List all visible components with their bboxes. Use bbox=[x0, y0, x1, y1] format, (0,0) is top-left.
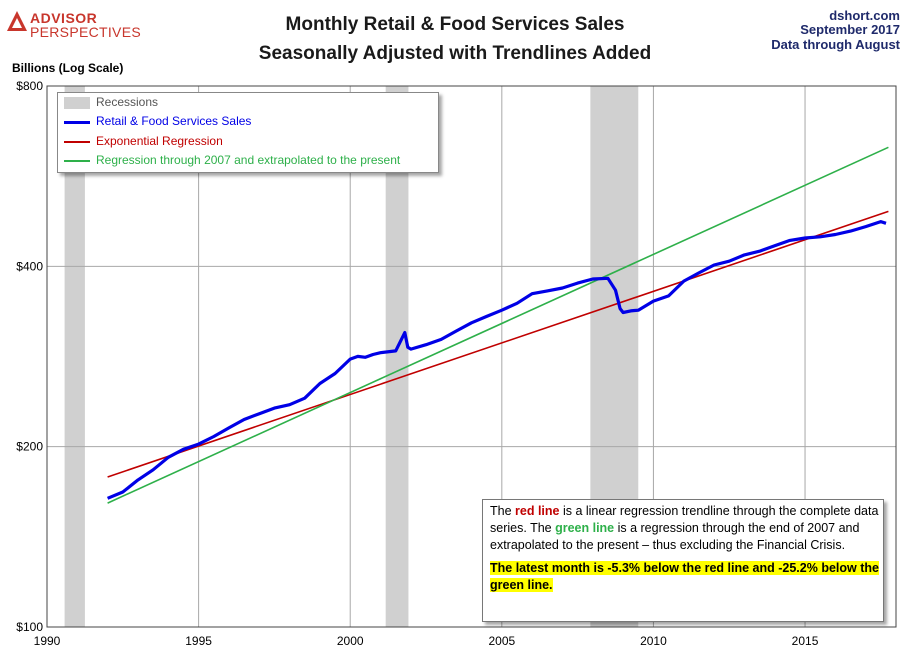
chart-title: Monthly Retail & Food Services Sales bbox=[285, 14, 625, 35]
source-note: Data through August bbox=[771, 37, 900, 52]
x-tick-label-2005: 2005 bbox=[488, 634, 515, 648]
legend-swatch-exponential bbox=[64, 141, 90, 143]
x-tick-label-2010: 2010 bbox=[640, 634, 667, 648]
note-highlight-wrap: The latest month is -5.3% below the red … bbox=[490, 560, 883, 594]
y-axis-label: Billions (Log Scale) bbox=[12, 61, 124, 75]
logo-text-perspectives: PERSPECTIVES bbox=[30, 24, 141, 40]
legend-label-recessions: Recessions bbox=[96, 95, 159, 109]
legend-swatch-regression-2007 bbox=[64, 160, 90, 162]
source-date: September 2017 bbox=[800, 22, 900, 37]
x-tick-label-1990: 1990 bbox=[34, 634, 61, 648]
source-site: dshort.com bbox=[829, 8, 900, 23]
logo-text-advisor: ADVISOR bbox=[30, 10, 98, 26]
series-line-sales bbox=[106, 220, 887, 500]
legend-swatch-recessions bbox=[64, 97, 90, 109]
y-tick-label-400: $400 bbox=[16, 259, 43, 273]
annotation-note: The red line is a linear regression tren… bbox=[482, 499, 884, 622]
x-tick-label-1995: 1995 bbox=[185, 634, 212, 648]
legend-label-sales: Retail & Food Services Sales bbox=[96, 114, 252, 128]
recession-band-1 bbox=[385, 86, 409, 627]
note-red-term: red line bbox=[515, 504, 560, 518]
legend-item-regression-2007: Regression through 2007 and extrapolated… bbox=[64, 152, 434, 170]
series-line-regression-2007 bbox=[107, 146, 889, 504]
note-part1: The bbox=[490, 504, 516, 518]
note-text: The red line is a linear regression tren… bbox=[490, 503, 883, 554]
legend-label-regression-2007: Regression through 2007 and extrapolated… bbox=[96, 153, 401, 167]
note-part2: is a linear regression trendline through… bbox=[490, 504, 879, 535]
legend-label-exponential: Exponential Regression bbox=[96, 134, 223, 148]
y-tick-label-100: $100 bbox=[16, 620, 43, 634]
note-green-term: green line bbox=[555, 521, 615, 535]
logo-mark-icon bbox=[7, 11, 27, 31]
series-line-exponential bbox=[107, 210, 889, 478]
x-tick-label-2015: 2015 bbox=[792, 634, 819, 648]
advisor-perspectives-logo: ADVISOR PERSPECTIVES bbox=[6, 8, 146, 42]
recession-band-0 bbox=[64, 86, 85, 627]
y-tick-label-200: $200 bbox=[16, 440, 43, 454]
note-highlight: The latest month is -5.3% below the red … bbox=[490, 561, 879, 592]
chart-subtitle: Seasonally Adjusted with Trendlines Adde… bbox=[258, 43, 652, 64]
legend-item-sales: Retail & Food Services Sales bbox=[64, 113, 434, 131]
legend-swatch-sales bbox=[64, 121, 90, 124]
x-tick-label-2000: 2000 bbox=[337, 634, 364, 648]
legend-item-exponential: Exponential Regression bbox=[64, 133, 434, 151]
legend: Recessions Retail & Food Services Sales … bbox=[57, 92, 439, 173]
plot-frame bbox=[46, 85, 897, 628]
legend-item-recessions: Recessions bbox=[64, 94, 434, 112]
note-part3: is a regression through the end of 2007 … bbox=[490, 521, 860, 552]
y-tick-label-800: $800 bbox=[16, 79, 43, 93]
